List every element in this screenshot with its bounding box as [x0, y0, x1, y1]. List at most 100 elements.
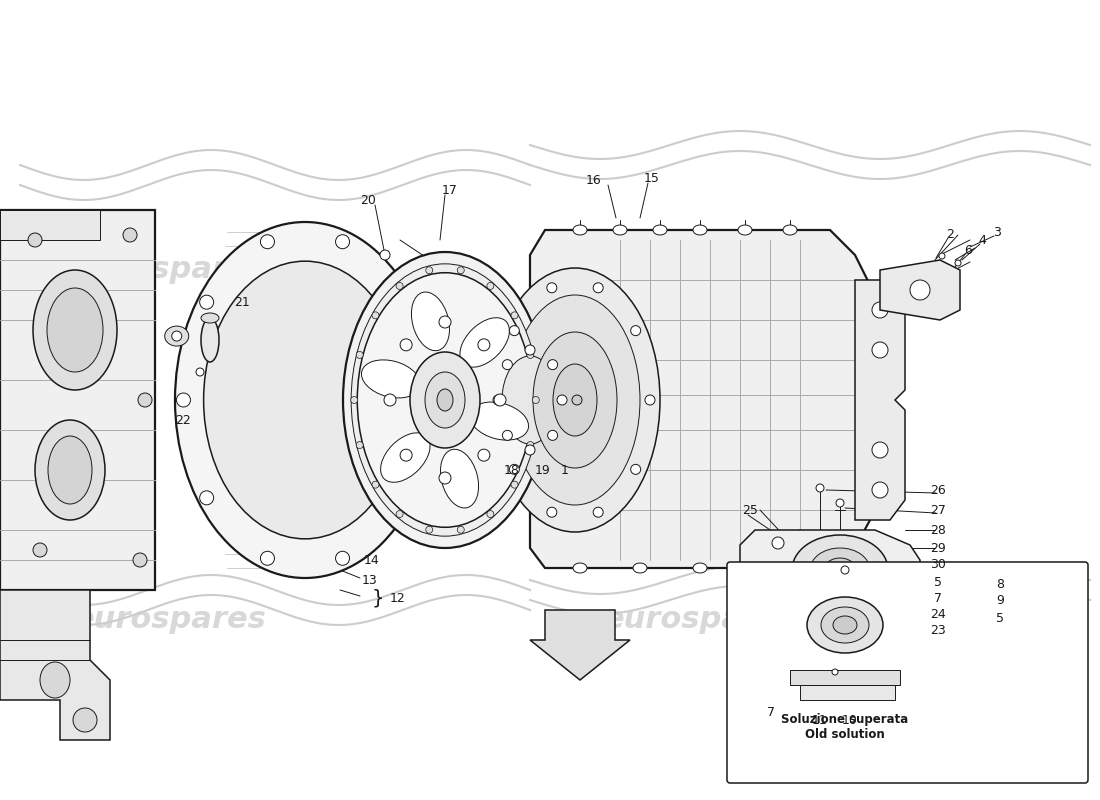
Polygon shape	[0, 590, 110, 740]
Ellipse shape	[939, 253, 945, 259]
Ellipse shape	[426, 526, 432, 534]
Ellipse shape	[493, 395, 503, 405]
Polygon shape	[530, 610, 630, 680]
Ellipse shape	[872, 342, 888, 358]
Text: Soluzione superata: Soluzione superata	[781, 714, 909, 726]
Ellipse shape	[557, 395, 566, 405]
Ellipse shape	[573, 225, 587, 235]
Text: 12: 12	[390, 591, 406, 605]
Polygon shape	[790, 670, 900, 685]
Text: eurospares: eurospares	[74, 606, 266, 634]
Ellipse shape	[487, 510, 494, 518]
Ellipse shape	[693, 563, 707, 573]
Polygon shape	[0, 210, 155, 590]
Ellipse shape	[425, 372, 465, 428]
Ellipse shape	[645, 395, 654, 405]
Ellipse shape	[336, 234, 350, 249]
Ellipse shape	[400, 449, 412, 461]
Polygon shape	[800, 685, 895, 700]
Ellipse shape	[73, 708, 97, 732]
Ellipse shape	[477, 449, 490, 461]
Text: 2: 2	[946, 229, 954, 242]
Text: 13: 13	[362, 574, 377, 586]
Text: 23: 23	[931, 623, 946, 637]
Ellipse shape	[693, 225, 707, 235]
Ellipse shape	[426, 266, 432, 274]
Text: 17: 17	[442, 185, 458, 198]
Ellipse shape	[336, 551, 350, 566]
Text: 15: 15	[645, 173, 660, 186]
Ellipse shape	[754, 563, 767, 573]
Ellipse shape	[458, 526, 464, 534]
Ellipse shape	[494, 394, 506, 406]
Ellipse shape	[792, 535, 888, 605]
Text: 16: 16	[585, 174, 601, 186]
Ellipse shape	[510, 295, 640, 505]
Ellipse shape	[400, 339, 412, 351]
Polygon shape	[0, 210, 100, 240]
Text: eurospares: eurospares	[604, 255, 796, 285]
Ellipse shape	[653, 225, 667, 235]
Ellipse shape	[470, 402, 528, 440]
Ellipse shape	[351, 264, 539, 536]
Ellipse shape	[593, 282, 603, 293]
Ellipse shape	[165, 326, 189, 346]
Ellipse shape	[810, 548, 870, 592]
Ellipse shape	[437, 389, 453, 411]
Polygon shape	[740, 530, 920, 645]
Text: 28: 28	[931, 523, 946, 537]
Polygon shape	[855, 280, 905, 520]
Text: 7: 7	[934, 591, 942, 605]
Text: 14: 14	[364, 554, 380, 566]
Text: 3: 3	[993, 226, 1001, 238]
Ellipse shape	[440, 450, 478, 508]
Text: 26: 26	[931, 483, 946, 497]
Ellipse shape	[832, 669, 838, 675]
Ellipse shape	[410, 352, 480, 448]
Ellipse shape	[613, 225, 627, 235]
Ellipse shape	[176, 393, 190, 407]
Ellipse shape	[548, 360, 558, 370]
Text: 30: 30	[931, 558, 946, 571]
Polygon shape	[880, 260, 960, 320]
Text: 21: 21	[234, 295, 250, 309]
Ellipse shape	[47, 288, 103, 372]
Ellipse shape	[872, 302, 888, 318]
Ellipse shape	[351, 397, 358, 403]
Ellipse shape	[490, 268, 660, 532]
Ellipse shape	[495, 395, 505, 405]
Ellipse shape	[836, 499, 844, 507]
Ellipse shape	[381, 433, 430, 482]
Text: Old solution: Old solution	[805, 729, 884, 742]
Ellipse shape	[573, 563, 587, 573]
Ellipse shape	[547, 282, 557, 293]
Ellipse shape	[439, 472, 451, 484]
Ellipse shape	[632, 563, 647, 573]
Ellipse shape	[842, 566, 849, 574]
Ellipse shape	[833, 616, 857, 634]
Text: 18: 18	[504, 463, 520, 477]
Ellipse shape	[738, 225, 752, 235]
Ellipse shape	[200, 491, 213, 505]
Ellipse shape	[33, 270, 117, 390]
Text: 5: 5	[996, 611, 1004, 625]
Ellipse shape	[411, 292, 450, 350]
Ellipse shape	[783, 225, 798, 235]
Ellipse shape	[204, 261, 406, 539]
Ellipse shape	[362, 360, 420, 398]
Ellipse shape	[867, 629, 873, 635]
Text: 25: 25	[742, 503, 758, 517]
Ellipse shape	[512, 312, 518, 319]
Text: 22: 22	[175, 414, 191, 426]
Ellipse shape	[356, 442, 363, 449]
Ellipse shape	[548, 430, 558, 440]
Text: 6: 6	[964, 243, 972, 257]
Ellipse shape	[261, 234, 274, 249]
Ellipse shape	[201, 318, 219, 362]
Ellipse shape	[872, 482, 888, 498]
Ellipse shape	[630, 464, 640, 474]
Ellipse shape	[419, 393, 433, 407]
Ellipse shape	[356, 351, 363, 358]
FancyBboxPatch shape	[727, 562, 1088, 783]
Ellipse shape	[821, 607, 869, 643]
